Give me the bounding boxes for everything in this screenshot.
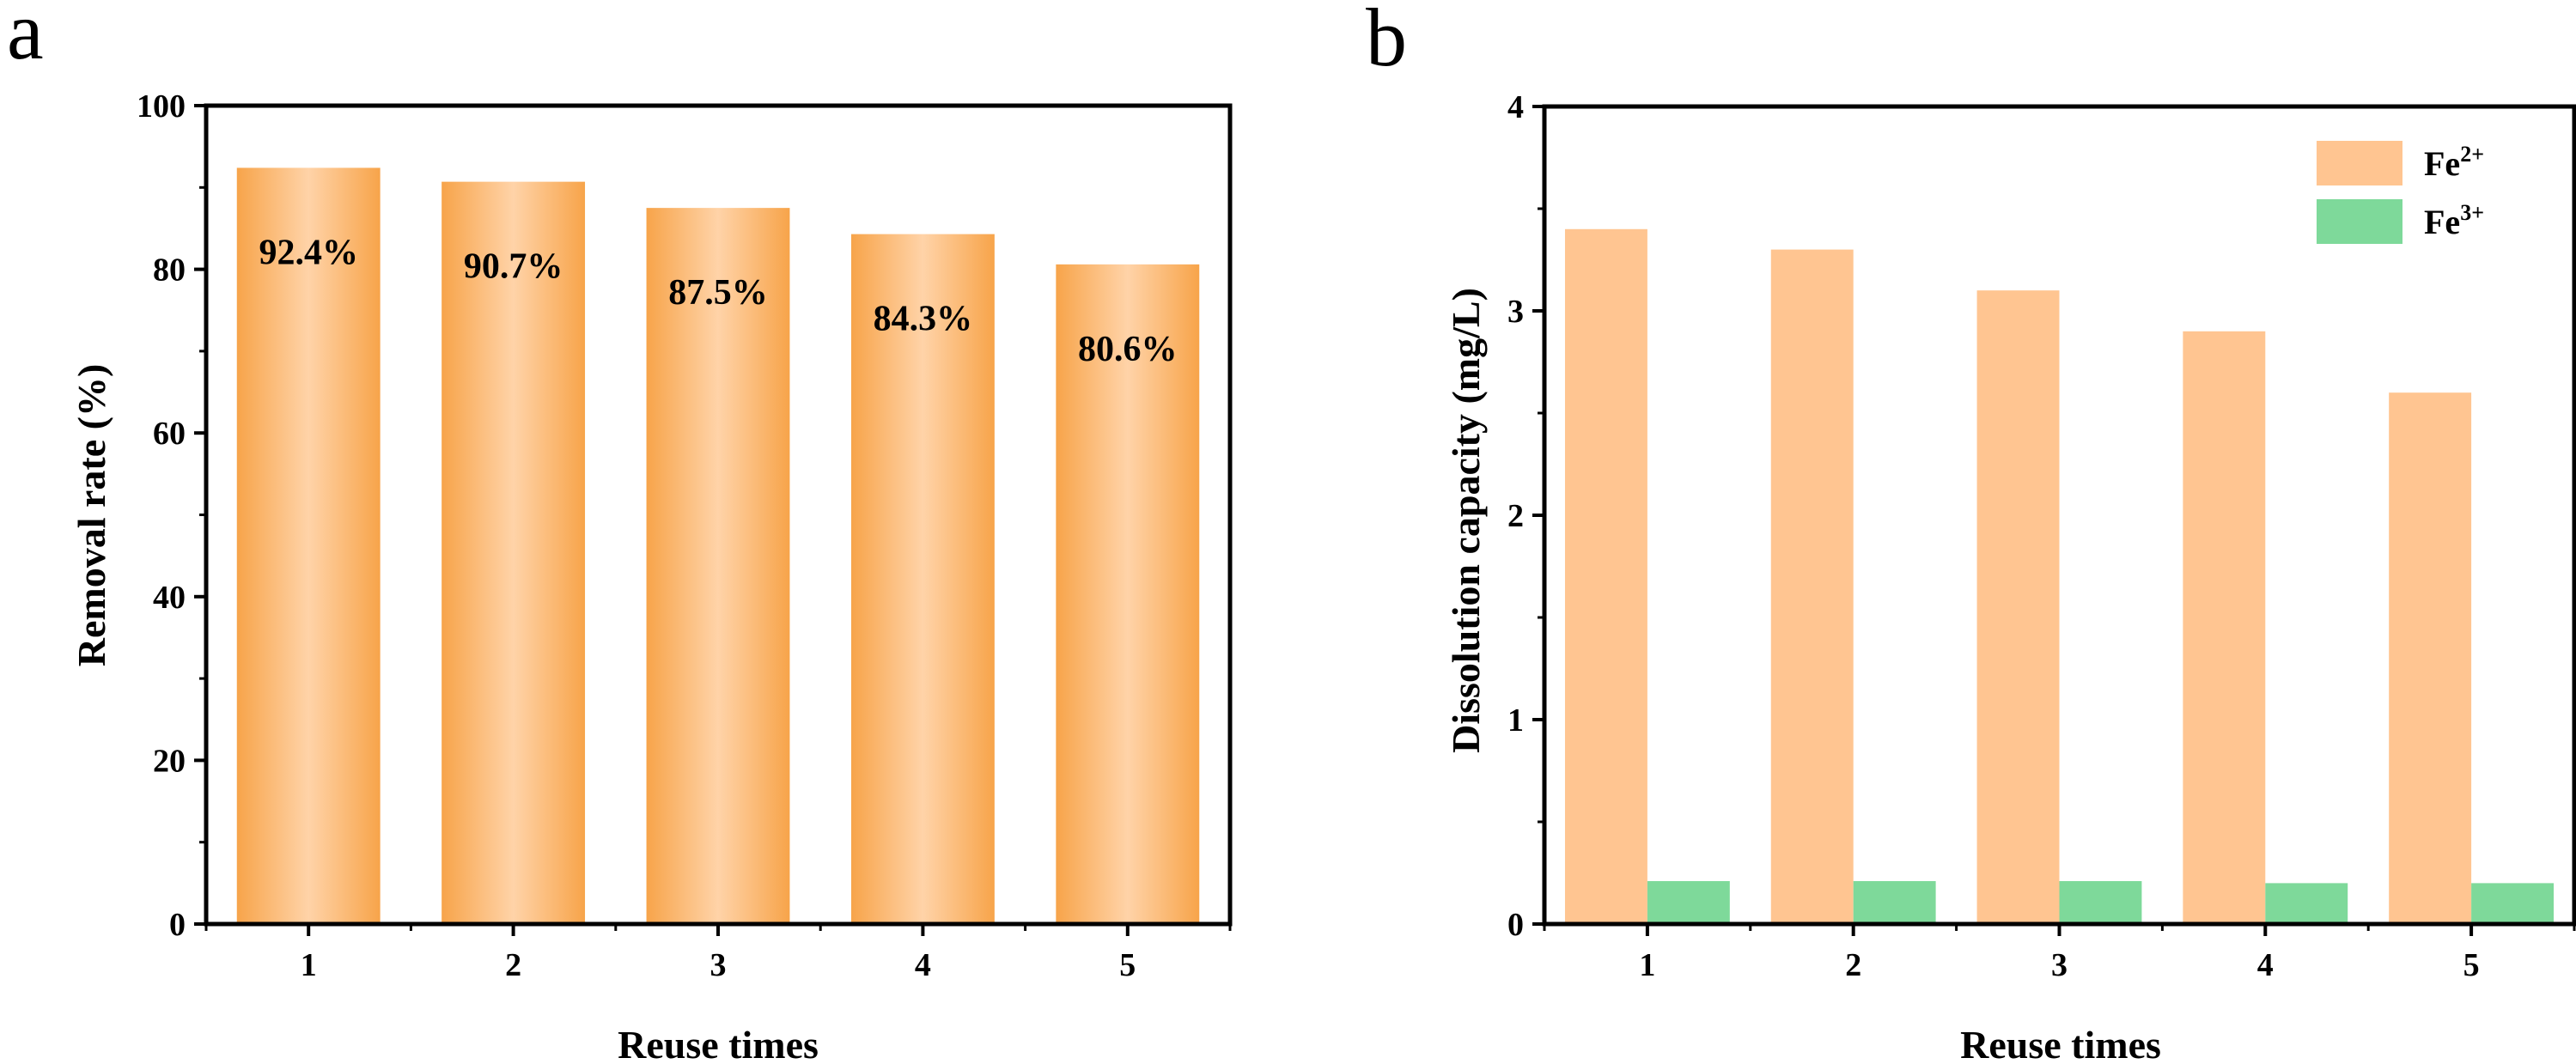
- legend-label-fe3: Fe3+: [2424, 200, 2484, 241]
- legend-swatch-fe2: [2317, 141, 2402, 185]
- panel-b-bars: [1564, 228, 2555, 925]
- legend-label-fe2: Fe2+: [2424, 142, 2484, 183]
- panel-a-xtick-label: 4: [915, 947, 931, 983]
- panel-b-bar-series-1: [1770, 249, 1854, 925]
- panel-b-legend: Fe2+ Fe3+: [2317, 141, 2484, 244]
- panel-b-ytick-label: 2: [1507, 498, 1524, 534]
- panel-a-bar: [646, 208, 790, 924]
- panel-b-bar-series-2: [1853, 881, 1936, 924]
- panel-b-xtick-label: 4: [2257, 947, 2274, 983]
- panel-a-chart: 92.4% 90.7% 87.5% 84.3% 80.6% Reuse times Re…: [70, 88, 1233, 1064]
- panel-b-bar-series-1: [1564, 228, 1647, 924]
- panel-b-bar-series-2: [2059, 881, 2142, 924]
- panel-a-x-axis-label: Reuse times: [618, 1023, 819, 1064]
- panel-a-data-label: 84.3%: [874, 300, 973, 339]
- panel-b-ytick-label: 1: [1507, 702, 1524, 739]
- panel-b-bar-series-2: [1647, 881, 1730, 924]
- panel-a-xtick-label: 5: [1119, 947, 1136, 983]
- panel-b-bar-series-1: [2389, 392, 2472, 924]
- panel-b-xtick-label: 5: [2463, 947, 2480, 983]
- panel-b-ytick-label: 0: [1507, 907, 1524, 943]
- panel-a-ytick-label: 80: [153, 252, 186, 289]
- panel-a-bar: [442, 181, 586, 924]
- panel-a-bar: [236, 167, 381, 925]
- panel-b-axes: 0 1 2 3 4 1 2 3 4 5: [1507, 89, 2576, 983]
- panel-a-data-label: 90.7%: [464, 247, 563, 287]
- panel-a-letter: a: [7, 0, 44, 76]
- panel-b-ytick-label: 3: [1507, 294, 1524, 330]
- panel-a-ytick-label: 20: [153, 743, 186, 779]
- panel-a-ytick-label: 100: [137, 88, 186, 125]
- panel-b-bar-series-1: [1976, 290, 2060, 924]
- legend-swatch-fe3: [2317, 199, 2402, 244]
- panel-a-xtick-label: 3: [710, 947, 727, 983]
- panel-b-bar-series-2: [2265, 883, 2348, 924]
- panel-b-bar-series-2: [2471, 883, 2555, 924]
- panel-a-ytick-label: 60: [153, 416, 186, 452]
- panel-a-bars: [236, 167, 1200, 925]
- panel-b-xtick-label: 2: [1845, 947, 1861, 983]
- panel-b-chart: Reuse times Dissolution capacity (mg/L) …: [1444, 89, 2576, 1064]
- panel-a-ytick-label: 40: [153, 580, 186, 616]
- panel-b-xtick-label: 3: [2051, 947, 2067, 983]
- panel-a-y-axis-label: Removal rate (%): [70, 364, 113, 667]
- panel-a-data-label: 80.6%: [1078, 330, 1178, 369]
- panel-b-ytick-label: 4: [1507, 89, 1524, 125]
- panel-a-data-label: 87.5%: [668, 273, 768, 313]
- panel-b-xtick-label: 1: [1639, 947, 1655, 983]
- panel-b-y-axis-label: Dissolution capacity (mg/L): [1444, 288, 1488, 753]
- panel-a-ytick-label: 0: [169, 907, 186, 943]
- panel-a-data-labels: 92.4% 90.7% 87.5% 84.3% 80.6%: [259, 233, 1177, 368]
- panel-b-x-axis-label: Reuse times: [1960, 1023, 2161, 1064]
- panel-a-data-label: 92.4%: [259, 233, 358, 272]
- panel-a-xtick-label: 2: [505, 947, 521, 983]
- panel-b-letter: b: [1366, 0, 1407, 83]
- panel-a-xtick-label: 1: [301, 947, 317, 983]
- panel-a-axes: 0 20 40 60 80 100 1 2 3 4 5: [137, 88, 1233, 983]
- panel-a-bar: [1056, 264, 1200, 925]
- panel-a-bar: [850, 234, 995, 925]
- panel-b-bar-series-1: [2183, 331, 2266, 924]
